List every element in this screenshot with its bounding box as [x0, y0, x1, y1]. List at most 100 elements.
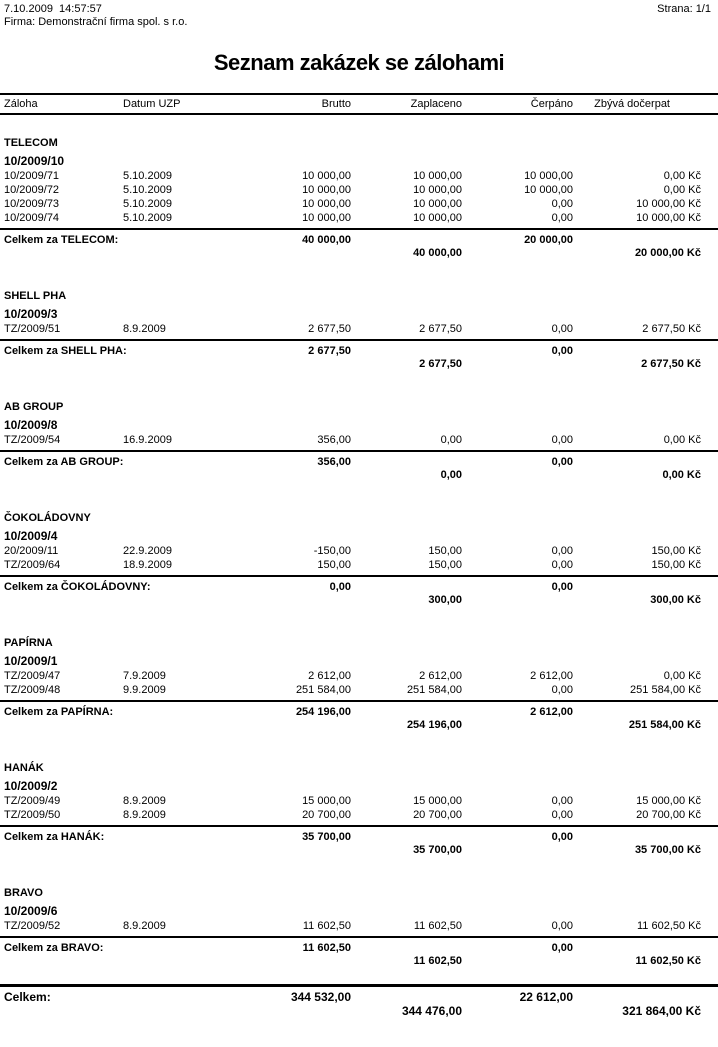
group-total-row-2: 2 677,50 2 677,50 Kč — [0, 358, 718, 371]
customer-group: PAPÍRNA 10/2009/1 TZ/2009/47 7.9.2009 2 … — [0, 636, 718, 732]
zbyva-value: 150,00 Kč — [651, 559, 701, 571]
group-total-cerpano: 0,00 — [551, 942, 573, 954]
group-total-rule — [0, 936, 718, 938]
col-header-zaplaceno: Zaplaceno — [410, 98, 462, 110]
group-total-zaplaceno: 254 196,00 — [406, 719, 462, 731]
zbyva-value: 10 000,00 Kč — [636, 212, 701, 224]
advance-row: 10/2009/71 5.10.2009 10 000,00 10 000,00… — [0, 169, 718, 183]
advance-row: TZ/2009/50 8.9.2009 20 700,00 20 700,00 … — [0, 808, 718, 822]
cerpano-value: 0,00 — [551, 323, 573, 335]
advance-id: 10/2009/73 — [4, 198, 60, 210]
customer-group: HANÁK 10/2009/2 TZ/2009/49 8.9.2009 15 0… — [0, 761, 718, 857]
group-total-rule — [0, 339, 718, 341]
group-total-label: Celkem za TELECOM: — [4, 234, 119, 246]
customer-name: TELECOM — [4, 137, 58, 149]
brutto-value: 15 000,00 — [302, 795, 351, 807]
zaplaceno-value: 20 700,00 — [413, 809, 462, 821]
brutto-value: 10 000,00 — [302, 184, 351, 196]
report-title: Seznam zakázek se zálohami — [213, 50, 505, 75]
group-total-row-1: Celkem za AB GROUP: 356,00 0,00 — [0, 452, 718, 469]
date-uzp: 22.9.2009 — [123, 545, 172, 557]
group-rows: TZ/2009/52 8.9.2009 11 602,50 11 602,50 … — [0, 919, 718, 933]
date-uzp: 7.9.2009 — [123, 670, 166, 682]
grand-total-rule — [0, 984, 718, 987]
group-total-zaplaceno: 11 602,50 — [413, 955, 462, 967]
cerpano-value: 0,00 — [551, 545, 573, 557]
zbyva-value: 150,00 Kč — [651, 545, 701, 557]
order-number: 10/2009/3 — [4, 307, 58, 321]
cerpano-value: 0,00 — [551, 212, 573, 224]
group-total-zaplaceno: 40 000,00 — [413, 247, 462, 259]
brutto-value: -150,00 — [313, 545, 351, 557]
brutto-value: 150,00 — [317, 559, 351, 571]
grand-total-label: Celkem: — [4, 990, 51, 1004]
header-rule-top — [0, 93, 718, 95]
report-meta: 7.10.2009 14:57:57 Strana: 1/1 — [0, 0, 718, 16]
cerpano-value: 10 000,00 — [524, 170, 573, 182]
group-total-label: Celkem za SHELL PHA: — [4, 345, 127, 357]
group-total-zbyva: 11 602,50 Kč — [635, 955, 701, 967]
group-total-row-2: 254 196,00 251 584,00 Kč — [0, 719, 718, 732]
brutto-value: 251 584,00 — [295, 684, 351, 696]
zaplaceno-value: 150,00 — [428, 559, 462, 571]
zaplaceno-value: 150,00 — [428, 545, 462, 557]
group-total-brutto: 254 196,00 — [295, 706, 351, 718]
group-total-cerpano: 20 000,00 — [524, 234, 573, 246]
customer-group: ČOKOLÁDOVNY 10/2009/4 20/2009/11 22.9.20… — [0, 511, 718, 607]
cerpano-value: 0,00 — [551, 684, 573, 696]
print-datetime: 7.10.2009 14:57:57 — [4, 3, 102, 15]
grand-total-row-2: 344 476,00 321 864,00 Kč — [0, 1004, 718, 1018]
customer-name: ČOKOLÁDOVNY — [4, 512, 91, 524]
group-rows: TZ/2009/49 8.9.2009 15 000,00 15 000,00 … — [0, 794, 718, 822]
group-total-brutto: 40 000,00 — [302, 234, 351, 246]
group-total-row-2: 11 602,50 11 602,50 Kč — [0, 955, 718, 968]
grand-total-block: Celkem: 344 532,00 22 612,00 344 476,00 … — [0, 984, 718, 1018]
group-total-rule — [0, 825, 718, 827]
group-total-label: Celkem za HANÁK: — [4, 831, 105, 843]
zbyva-value: 0,00 Kč — [663, 184, 701, 196]
cerpano-value: 0,00 — [551, 559, 573, 571]
group-total-label: Celkem za ČOKOLÁDOVNY: — [4, 581, 151, 593]
zaplaceno-value: 10 000,00 — [413, 184, 462, 196]
advance-id: TZ/2009/51 — [4, 323, 61, 335]
company-name: Firma: Demonstrační firma spol. s r.o. — [4, 16, 188, 28]
group-total-zbyva: 251 584,00 Kč — [628, 719, 701, 731]
group-total-brutto: 11 602,50 — [302, 942, 351, 954]
group-total-label: Celkem za AB GROUP: — [4, 456, 124, 468]
brutto-value: 10 000,00 — [302, 170, 351, 182]
group-total-row-2: 40 000,00 20 000,00 Kč — [0, 247, 718, 260]
date-uzp: 5.10.2009 — [123, 198, 172, 210]
brutto-value: 11 602,50 — [302, 920, 351, 932]
cerpano-value: 0,00 — [551, 434, 573, 446]
group-total-cerpano: 2 612,00 — [530, 706, 573, 718]
advance-id: 20/2009/11 — [4, 545, 59, 557]
zaplaceno-value: 11 602,50 — [413, 920, 462, 932]
zbyva-value: 251 584,00 Kč — [630, 684, 701, 696]
order-number: 10/2009/10 — [4, 154, 65, 168]
group-total-brutto: 0,00 — [329, 581, 351, 593]
advance-row: TZ/2009/49 8.9.2009 15 000,00 15 000,00 … — [0, 794, 718, 808]
advance-id: TZ/2009/54 — [4, 434, 61, 446]
zbyva-value: 20 700,00 Kč — [636, 809, 701, 821]
page-number: Strana: 1/1 — [657, 3, 711, 15]
date-uzp: 9.9.2009 — [123, 684, 166, 696]
col-header-zaloha: Záloha — [4, 98, 38, 110]
group-total-brutto: 2 677,50 — [308, 345, 351, 357]
group-total-row-1: Celkem za BRAVO: 11 602,50 0,00 — [0, 938, 718, 955]
advance-row: TZ/2009/48 9.9.2009 251 584,00 251 584,0… — [0, 683, 718, 697]
group-total-rule — [0, 700, 718, 702]
zaplaceno-value: 10 000,00 — [413, 198, 462, 210]
zaplaceno-value: 10 000,00 — [413, 170, 462, 182]
zbyva-value: 11 602,50 Kč — [636, 920, 701, 932]
date-uzp: 5.10.2009 — [123, 212, 172, 224]
advance-id: 10/2009/72 — [4, 184, 60, 196]
group-total-zbyva: 300,00 Kč — [650, 594, 701, 606]
cerpano-value: 0,00 — [551, 795, 573, 807]
groups: TELECOM 10/2009/10 10/2009/71 5.10.2009 … — [0, 136, 718, 968]
group-rows: TZ/2009/51 8.9.2009 2 677,50 2 677,50 0,… — [0, 322, 718, 336]
header-rule-bottom — [0, 113, 718, 115]
zbyva-value: 0,00 Kč — [663, 670, 701, 682]
advance-id: 10/2009/71 — [4, 170, 60, 182]
cerpano-value: 0,00 — [551, 198, 573, 210]
group-total-rule — [0, 450, 718, 452]
